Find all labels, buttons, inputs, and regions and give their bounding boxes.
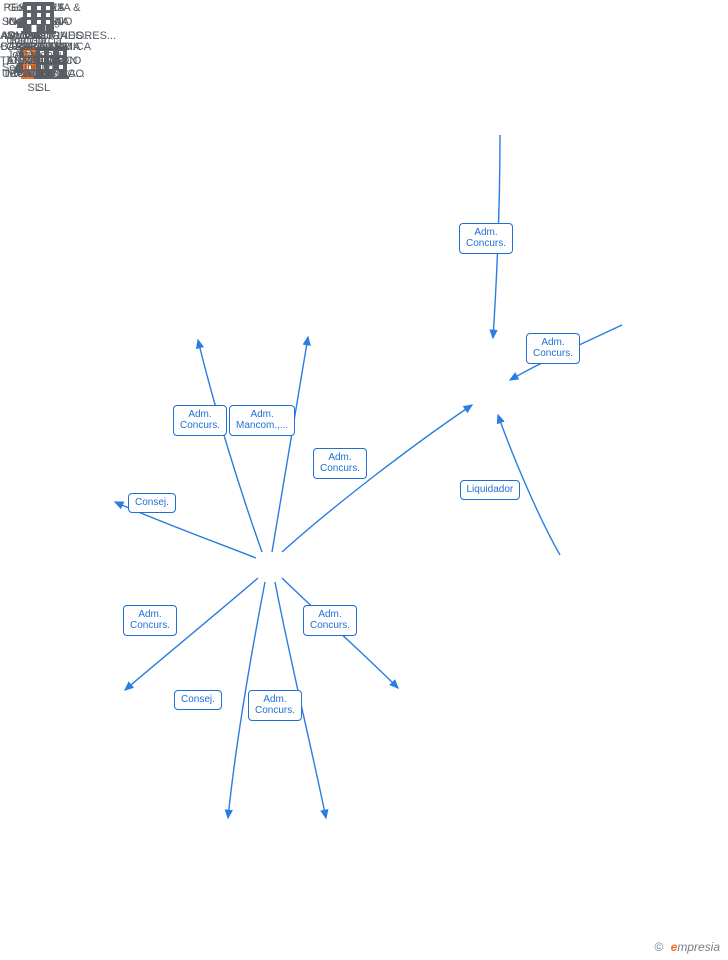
building-icon	[19, 25, 49, 37]
edge-label-uria-carpintermica: Adm.Concurs.	[303, 605, 357, 636]
edge-label-uria-pesquera: Adm.Concurs.	[313, 448, 367, 479]
copyright: © empresia	[654, 940, 720, 954]
edge-label-uria-sociedad: Consej.	[174, 690, 222, 710]
node-label: PARQUETECNOLOGICOMADERAS SL	[0, 41, 68, 96]
edge-label-attest-pesquera: Adm.Concurs.	[459, 223, 513, 254]
edge-label-gebelli-pesquera: Adm.Concurs.	[526, 333, 580, 364]
node-parque[interactable]: PARQUETECNOLOGICOMADERAS SL	[0, 0, 68, 96]
edge-label-uria-barakaldo: Consej.	[128, 493, 176, 513]
edge-uria-pesquera	[282, 405, 472, 552]
edge-label-uria-obieta: Adm.Mancom.,...	[229, 405, 295, 436]
edge-uria-isaias	[198, 340, 262, 552]
edge-label-uria-parque: Adm.Concurs.	[248, 690, 302, 721]
diagram-canvas	[0, 0, 728, 960]
edge-uria-obieta	[272, 337, 308, 552]
edge-label-badiola-pesquera: Liquidador	[460, 480, 521, 500]
edge-label-uria-isaias: Adm.Concurs.	[173, 405, 227, 436]
copyright-symbol: ©	[654, 940, 663, 954]
edge-label-uria-carpinteria: Adm.Concurs.	[123, 605, 177, 636]
brand-rest: mpresia	[677, 940, 720, 954]
